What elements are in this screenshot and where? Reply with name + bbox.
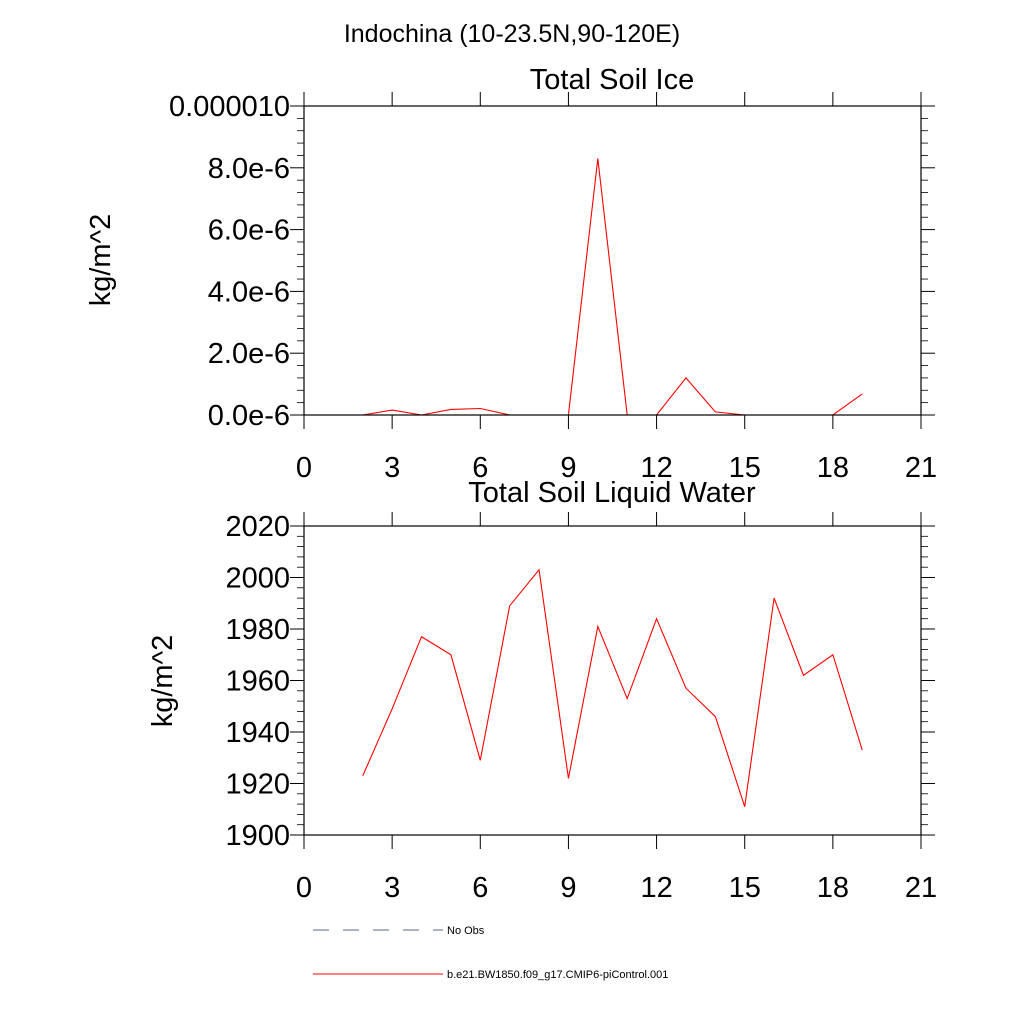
y-tick-label: 0.0e-6 <box>208 400 290 432</box>
panel-soil-ice: Total Soil Ice kg/m^2 0.0e-6 2.0e-6 4.0e-6… <box>85 64 937 484</box>
series-lines-soil-liquid-water <box>362 568 863 807</box>
y-tick-label: 2000 <box>225 563 290 595</box>
x-tick-label: 0 <box>296 872 312 904</box>
y-tick-label: 1960 <box>225 666 290 698</box>
tick-marks-soil-ice <box>290 92 935 429</box>
series-line <box>362 158 863 416</box>
y-axis-label-soil-liquid-water: kg/m^2 <box>147 635 179 728</box>
x-tick-labels-soil-liquid-water: 0 3 6 9 12 15 18 21 <box>296 872 937 904</box>
x-tick-label: 12 <box>640 872 672 904</box>
y-tick-label: 0.000010 <box>169 91 290 123</box>
panel-soil-liquid-water: Total Soil Liquid Water kg/m^2 190019201… <box>147 477 937 904</box>
y-tick-label: 1900 <box>225 820 290 852</box>
panel-title-soil-liquid-water: Total Soil Liquid Water <box>468 477 756 509</box>
x-tick-label: 12 <box>640 452 672 484</box>
y-tick-label: 8.0e-6 <box>208 153 290 185</box>
x-tick-label: 15 <box>729 452 761 484</box>
legend-label-no-obs: No Obs <box>447 925 485 937</box>
x-tick-label: 18 <box>817 452 849 484</box>
x-tick-label: 6 <box>472 872 488 904</box>
x-tick-label: 18 <box>817 872 849 904</box>
y-tick-labels-soil-liquid-water: 1900 1920 1940 1960 1980 2000 2020 <box>225 511 290 852</box>
y-tick-label: 1940 <box>225 717 290 749</box>
legend-label-model-run: b.e21.BW1850.f09_g17.CMIP6-piControl.001 <box>447 969 668 981</box>
y-tick-label: 6.0e-6 <box>208 215 290 247</box>
series-line <box>362 568 863 807</box>
y-tick-label: 2020 <box>225 511 290 543</box>
y-tick-label: 1920 <box>225 769 290 801</box>
x-tick-label: 3 <box>384 872 400 904</box>
tick-marks-soil-liquid-water <box>290 512 935 849</box>
figure-title: Indochina (10-23.5N,90-120E) <box>344 20 680 48</box>
x-tick-label: 15 <box>729 872 761 904</box>
plot-frame-soil-ice <box>303 105 922 416</box>
plot-frame-soil-liquid-water <box>303 525 922 836</box>
y-tick-label: 1980 <box>225 614 290 646</box>
x-tick-label: 9 <box>560 452 576 484</box>
series-lines-soil-ice <box>362 158 863 416</box>
x-tick-label: 0 <box>296 452 312 484</box>
x-tick-label: 3 <box>384 452 400 484</box>
x-tick-label: 21 <box>905 872 937 904</box>
legend: No Obs b.e21.BW1850.f09_g17.CMIP6-piCont… <box>313 925 668 981</box>
x-tick-labels-soil-ice: 0 3 6 9 12 15 18 21 <box>296 452 937 484</box>
y-tick-labels-soil-ice: 0.0e-6 2.0e-6 4.0e-6 6.0e-6 8.0e-6 0.000010 <box>169 91 290 432</box>
x-tick-label: 21 <box>905 452 937 484</box>
y-tick-label: 4.0e-6 <box>208 276 290 308</box>
x-tick-label: 6 <box>472 452 488 484</box>
y-axis-label-soil-ice: kg/m^2 <box>85 214 117 307</box>
x-tick-label: 9 <box>560 872 576 904</box>
panel-title-soil-ice: Total Soil Ice <box>530 64 694 96</box>
y-tick-label: 2.0e-6 <box>208 338 290 370</box>
